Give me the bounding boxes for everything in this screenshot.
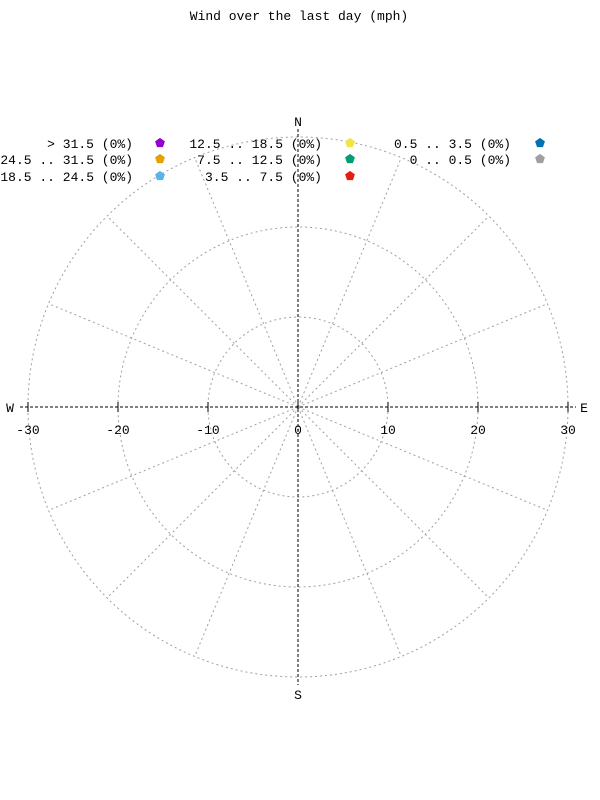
x-tick-label: 30 [560, 423, 576, 438]
grid-spoke [297, 157, 402, 408]
x-tick-label: -10 [196, 423, 219, 438]
grid-spoke [297, 406, 402, 657]
direction-label-west: W [6, 401, 14, 416]
legend-marker [345, 153, 355, 164]
legend-label: 0 .. 0.5 (0%) [410, 153, 511, 168]
direction-label-north: N [294, 115, 302, 130]
x-tick-label: -20 [106, 423, 129, 438]
grid-spoke [106, 215, 299, 408]
x-tick-labels: -30 -20 -10 0 10 20 30 [16, 423, 576, 438]
legend-label: 18.5 .. 24.5 (0%) [0, 170, 133, 185]
grid-spoke [297, 406, 548, 511]
legend-marker [535, 153, 545, 164]
legend-label: 0.5 .. 3.5 (0%) [394, 137, 511, 152]
legend-label: 12.5 .. 18.5 (0%) [189, 137, 322, 152]
legend-marker [345, 137, 355, 148]
legend: > 31.5 (0%)24.5 .. 31.5 (0%) 18.5 .. 24.5… [0, 137, 545, 185]
direction-label-south: S [294, 688, 302, 703]
grid-spoke [194, 157, 299, 408]
grid-spoke [106, 406, 299, 599]
legend-marker [155, 170, 165, 181]
grid-spoke [297, 215, 490, 408]
grid-spoke [194, 406, 299, 657]
chart-title: Wind over the last day (mph) [190, 9, 408, 24]
legend-marker [535, 137, 545, 148]
axes [20, 129, 576, 685]
x-tick-label: 0 [294, 423, 302, 438]
direction-label-east: E [580, 401, 588, 416]
legend-marker [155, 153, 165, 164]
grid-spoke [48, 406, 299, 511]
x-tick-label: 20 [470, 423, 486, 438]
legend-label: 3.5 .. 7.5 (0%) [205, 170, 322, 185]
x-tick-label: -30 [16, 423, 39, 438]
grid-spoke [297, 303, 548, 408]
legend-label: 7.5 .. 12.5 (0%) [197, 153, 322, 168]
legend-marker [345, 170, 355, 181]
legend-label: 24.5 .. 31.5 (0%) [0, 153, 133, 168]
legend-label: > 31.5 (0%) [47, 137, 133, 152]
grid-spoke [48, 303, 299, 408]
legend-marker [155, 137, 165, 148]
x-tick-label: 10 [380, 423, 396, 438]
grid-spoke [297, 406, 490, 599]
